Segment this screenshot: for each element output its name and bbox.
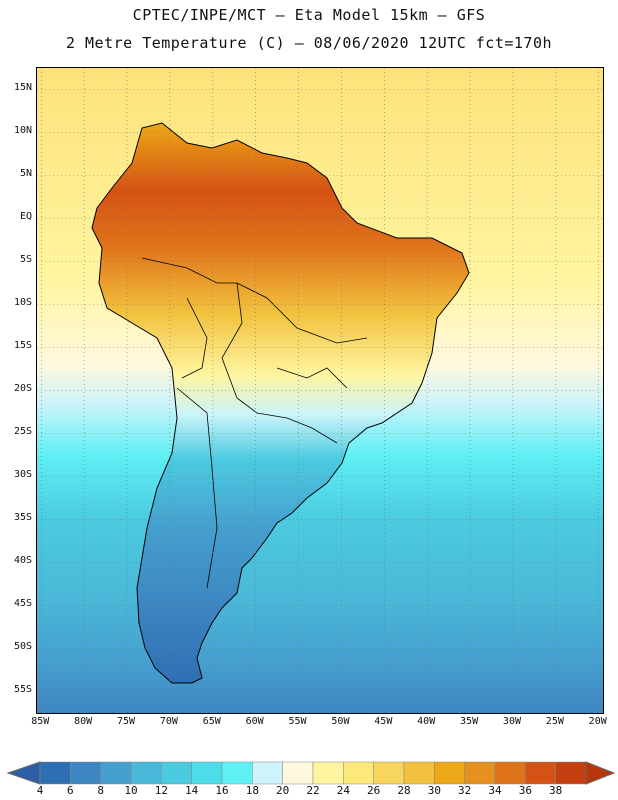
colorbar-tick-label: 16: [215, 784, 229, 797]
colorbar-tick-label: 24: [336, 784, 350, 797]
colorbar-swatch: [39, 761, 71, 785]
colorbar-swatch: [464, 761, 496, 785]
latitude-label: 20S: [13, 382, 32, 394]
colorbar-tick-label: 28: [397, 784, 411, 797]
longitude-label: 65W: [202, 716, 221, 727]
longitude-label: 85W: [31, 716, 50, 727]
colorbar-tick-label: 22: [306, 784, 320, 797]
colorbar-swatch: [494, 761, 526, 785]
latitude-label: 30S: [13, 468, 32, 480]
latitude-label: 5N: [19, 167, 32, 179]
colorbar-tick-label: 14: [185, 784, 199, 797]
latitude-label: 10S: [13, 296, 32, 308]
colorbar-swatch: [373, 761, 405, 785]
colorbar-swatch: [282, 761, 314, 785]
latitude-label: 15N: [13, 81, 32, 93]
latitude-label: EQ: [19, 210, 32, 222]
latitude-label: 40S: [13, 554, 32, 566]
latitude-label: 10N: [13, 124, 32, 136]
colorbar-tick-label: 36: [518, 784, 532, 797]
colorbar-tick-label: 20: [276, 784, 290, 797]
colorbar-swatch: [312, 761, 344, 785]
colorbar-low-arrow: [6, 761, 41, 785]
latitude-label: 15S: [13, 339, 32, 351]
colorbar-swatch: [555, 761, 587, 785]
longitude-label: 35W: [460, 716, 479, 727]
longitude-label: 25W: [545, 716, 564, 727]
longitude-label: 70W: [159, 716, 178, 727]
colorbar-tick-label: 6: [67, 784, 74, 797]
colorbar-swatch: [343, 761, 374, 785]
map-title-line-1: CPTEC/INPE/MCT – Eta Model 15km – GFS: [132, 6, 486, 24]
temperature-colorbar: [6, 761, 616, 785]
colorbar-tick-label: 38: [549, 784, 563, 797]
colorbar-swatch: [130, 761, 162, 785]
longitude-label: 20W: [588, 716, 607, 727]
map-title-line-2: 2 Metre Temperature (C) – 08/06/2020 12U…: [65, 34, 553, 52]
colorbar-swatch: [161, 761, 192, 785]
colorbar-tick-label: 8: [97, 784, 104, 797]
colorbar-swatch: [221, 761, 253, 785]
longitude-label: 80W: [74, 716, 93, 727]
latitude-label: 5S: [19, 253, 32, 265]
colorbar-tick-label: 4: [36, 784, 44, 797]
colorbar-swatch: [252, 761, 283, 785]
colorbar-tick-label: 32: [458, 784, 472, 797]
colorbar-swatch: [525, 761, 556, 785]
colorbar-tick-label: 10: [124, 784, 138, 797]
colorbar-tick-label: 12: [154, 784, 168, 797]
colorbar-swatch: [403, 761, 435, 785]
latitude-label: 55S: [13, 683, 32, 695]
map-canvas: [37, 68, 603, 713]
longitude-label: 60W: [245, 716, 264, 727]
longitude-label: 50W: [331, 716, 350, 727]
longitude-label: 30W: [502, 716, 521, 727]
colorbar-tick-label: 26: [367, 784, 381, 797]
latitude-label: 25S: [13, 425, 32, 437]
country-borders: [141, 257, 368, 589]
longitude-label: 45W: [374, 716, 393, 727]
colorbar-swatch: [434, 761, 465, 785]
colorbar-tick-label: 18: [245, 784, 259, 797]
colorbar-tick-label: 34: [488, 784, 502, 797]
latitude-label: 45S: [13, 597, 32, 609]
longitude-label: 75W: [117, 716, 136, 727]
longitude-label: 55W: [288, 716, 307, 727]
temperature-map: [36, 67, 604, 714]
latitude-label: 35S: [13, 511, 32, 523]
colorbar-tick-label: 30: [427, 784, 441, 797]
colorbar-swatch: [100, 761, 132, 785]
longitude-label: 40W: [417, 716, 436, 727]
latitude-label: 50S: [13, 640, 32, 652]
colorbar-high-arrow: [585, 761, 616, 785]
colorbar-swatch: [191, 761, 223, 785]
colorbar-swatch: [70, 761, 101, 785]
